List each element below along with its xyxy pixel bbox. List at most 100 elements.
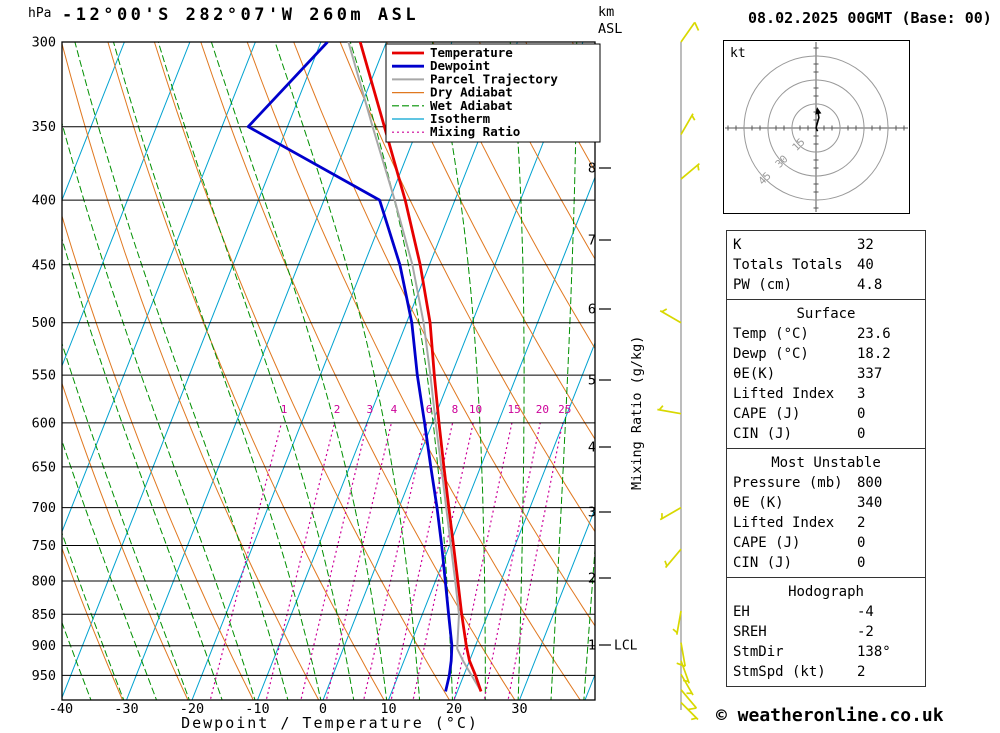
stat-row: θE (K) 340 bbox=[733, 493, 919, 513]
svg-text:10: 10 bbox=[380, 701, 396, 717]
wind-barb bbox=[664, 548, 682, 569]
km-asl-axis: 8 7 6 5 4 3 2 1 LCL bbox=[588, 161, 638, 654]
svg-text:6: 6 bbox=[426, 403, 433, 416]
svg-text:900: 900 bbox=[32, 638, 56, 654]
stat-value: -4 bbox=[857, 604, 874, 620]
legend-label: Isotherm bbox=[430, 111, 491, 126]
run-datetime: 08.02.2025 00GMT (Base: 00) bbox=[748, 9, 992, 27]
stat-value: 32 bbox=[857, 237, 874, 253]
pressure-tick-labels: 300 350 400 450 500 550 600 650 700 750 800 850 900 9… bbox=[32, 35, 56, 684]
stat-label: CAPE (J) bbox=[733, 535, 801, 551]
svg-text:15: 15 bbox=[507, 403, 520, 416]
indices-section: K 32 Totals Totals 40 PW (cm) 4.8 bbox=[726, 230, 926, 300]
stat-label: θE(K) bbox=[733, 366, 776, 382]
svg-text:Mixing Ratio (g/kg): Mixing Ratio (g/kg) bbox=[629, 336, 645, 490]
stat-row: θE(K) 337 bbox=[733, 364, 919, 384]
stat-value: 0 bbox=[857, 535, 866, 551]
stat-row: Totals Totals 40 bbox=[733, 255, 919, 275]
stat-row: SREH -2 bbox=[733, 622, 919, 642]
svg-text:950: 950 bbox=[32, 668, 56, 684]
svg-text:850: 850 bbox=[32, 607, 56, 623]
svg-text:4: 4 bbox=[391, 403, 398, 416]
indices-section: Surface Temp (°C) 23.6 Dewp (°C) 18.2 θE(K) 33… bbox=[726, 299, 926, 449]
copyright: © weatheronline.co.uk bbox=[716, 705, 944, 726]
stat-row: Temp (°C) 23.6 bbox=[733, 324, 919, 344]
stat-label: CAPE (J) bbox=[733, 406, 801, 422]
legend-label: Parcel Trajectory bbox=[430, 71, 558, 86]
wind-barb bbox=[657, 405, 682, 415]
stat-row: CAPE (J) 0 bbox=[733, 533, 919, 553]
svg-text:-40: -40 bbox=[49, 701, 73, 717]
stat-label: Lifted Index bbox=[733, 515, 835, 531]
km-asl-axis-header: km ASL bbox=[598, 4, 622, 38]
svg-text:8: 8 bbox=[452, 403, 459, 416]
legend-label: Temperature bbox=[430, 45, 513, 60]
stat-label: StmSpd (kt) bbox=[733, 664, 826, 680]
wind-barb bbox=[680, 21, 700, 43]
stat-label: θE (K) bbox=[733, 495, 784, 511]
stat-label: Dewp (°C) bbox=[733, 346, 809, 362]
svg-text:8: 8 bbox=[588, 161, 596, 177]
stat-row: Dewp (°C) 18.2 bbox=[733, 344, 919, 364]
stat-label: Lifted Index bbox=[733, 386, 835, 402]
sounding-curves bbox=[246, 42, 483, 692]
stat-label: PW (cm) bbox=[733, 277, 793, 293]
stat-label: Totals Totals bbox=[733, 257, 843, 273]
wind-barb-column bbox=[657, 21, 700, 721]
hodograph-trace-arrow bbox=[815, 107, 822, 115]
svg-text:550: 550 bbox=[32, 368, 56, 384]
indices-section: Most Unstable Pressure (mb) 800 θE (K) 340 Li… bbox=[726, 448, 926, 578]
parcel-trajectory-curve bbox=[347, 42, 482, 692]
legend-label: Wet Adiabat bbox=[430, 98, 513, 113]
stat-value: 0 bbox=[857, 406, 866, 422]
mixing-ratio-axis-label: Mixing Ratio (g/kg) bbox=[629, 336, 645, 490]
stat-value: 2 bbox=[857, 515, 866, 531]
section-title: Hodograph bbox=[788, 584, 864, 600]
svg-text:3: 3 bbox=[588, 505, 596, 521]
wind-barb bbox=[680, 673, 694, 696]
svg-text:2: 2 bbox=[588, 571, 596, 587]
stat-row: CAPE (J) 0 bbox=[733, 404, 919, 424]
wind-barb bbox=[672, 610, 682, 635]
svg-text:7: 7 bbox=[588, 233, 596, 249]
stat-row: CIN (J) 0 bbox=[733, 424, 919, 444]
wind-barb bbox=[680, 163, 700, 180]
dewpoint-curve bbox=[246, 42, 454, 692]
svg-text:20: 20 bbox=[536, 403, 549, 416]
svg-text:5: 5 bbox=[588, 373, 596, 389]
stat-row: CIN (J) 0 bbox=[733, 553, 919, 573]
wind-barb bbox=[676, 642, 687, 668]
stat-value: 138° bbox=[857, 644, 891, 660]
svg-text:300: 300 bbox=[32, 35, 56, 51]
svg-text:1: 1 bbox=[281, 403, 288, 416]
stat-row: EH -4 bbox=[733, 602, 919, 622]
section-title: Surface bbox=[796, 306, 856, 322]
wind-barb bbox=[680, 701, 699, 721]
svg-text:1: 1 bbox=[588, 638, 596, 654]
stat-row: StmDir 138° bbox=[733, 642, 919, 662]
svg-text:750: 750 bbox=[32, 538, 56, 554]
svg-text:500: 500 bbox=[32, 315, 56, 331]
svg-text:25: 25 bbox=[558, 403, 571, 416]
temperature-tick-labels: -40 -30 -20 -10 0 10 20 30 bbox=[49, 701, 528, 717]
pressure-axis-unit: hPa bbox=[28, 6, 52, 21]
legend-label: Dewpoint bbox=[430, 58, 490, 73]
svg-text:400: 400 bbox=[32, 193, 56, 209]
stat-label: SREH bbox=[733, 624, 767, 640]
svg-text:3: 3 bbox=[367, 403, 374, 416]
page-title: -12°00'S 282°07'W 260m ASL bbox=[62, 5, 420, 25]
stat-value: -2 bbox=[857, 624, 874, 640]
stat-label: Pressure (mb) bbox=[733, 475, 843, 491]
svg-text:6: 6 bbox=[588, 302, 596, 318]
section-title: Most Unstable bbox=[771, 455, 881, 471]
temperature-curve bbox=[358, 42, 483, 692]
stat-row: PW (cm) 4.8 bbox=[733, 275, 919, 295]
svg-text:700: 700 bbox=[32, 500, 56, 516]
stat-label: CIN (J) bbox=[733, 426, 793, 442]
svg-text:350: 350 bbox=[32, 119, 56, 135]
stat-value: 3 bbox=[857, 386, 866, 402]
svg-text:20: 20 bbox=[446, 701, 462, 717]
